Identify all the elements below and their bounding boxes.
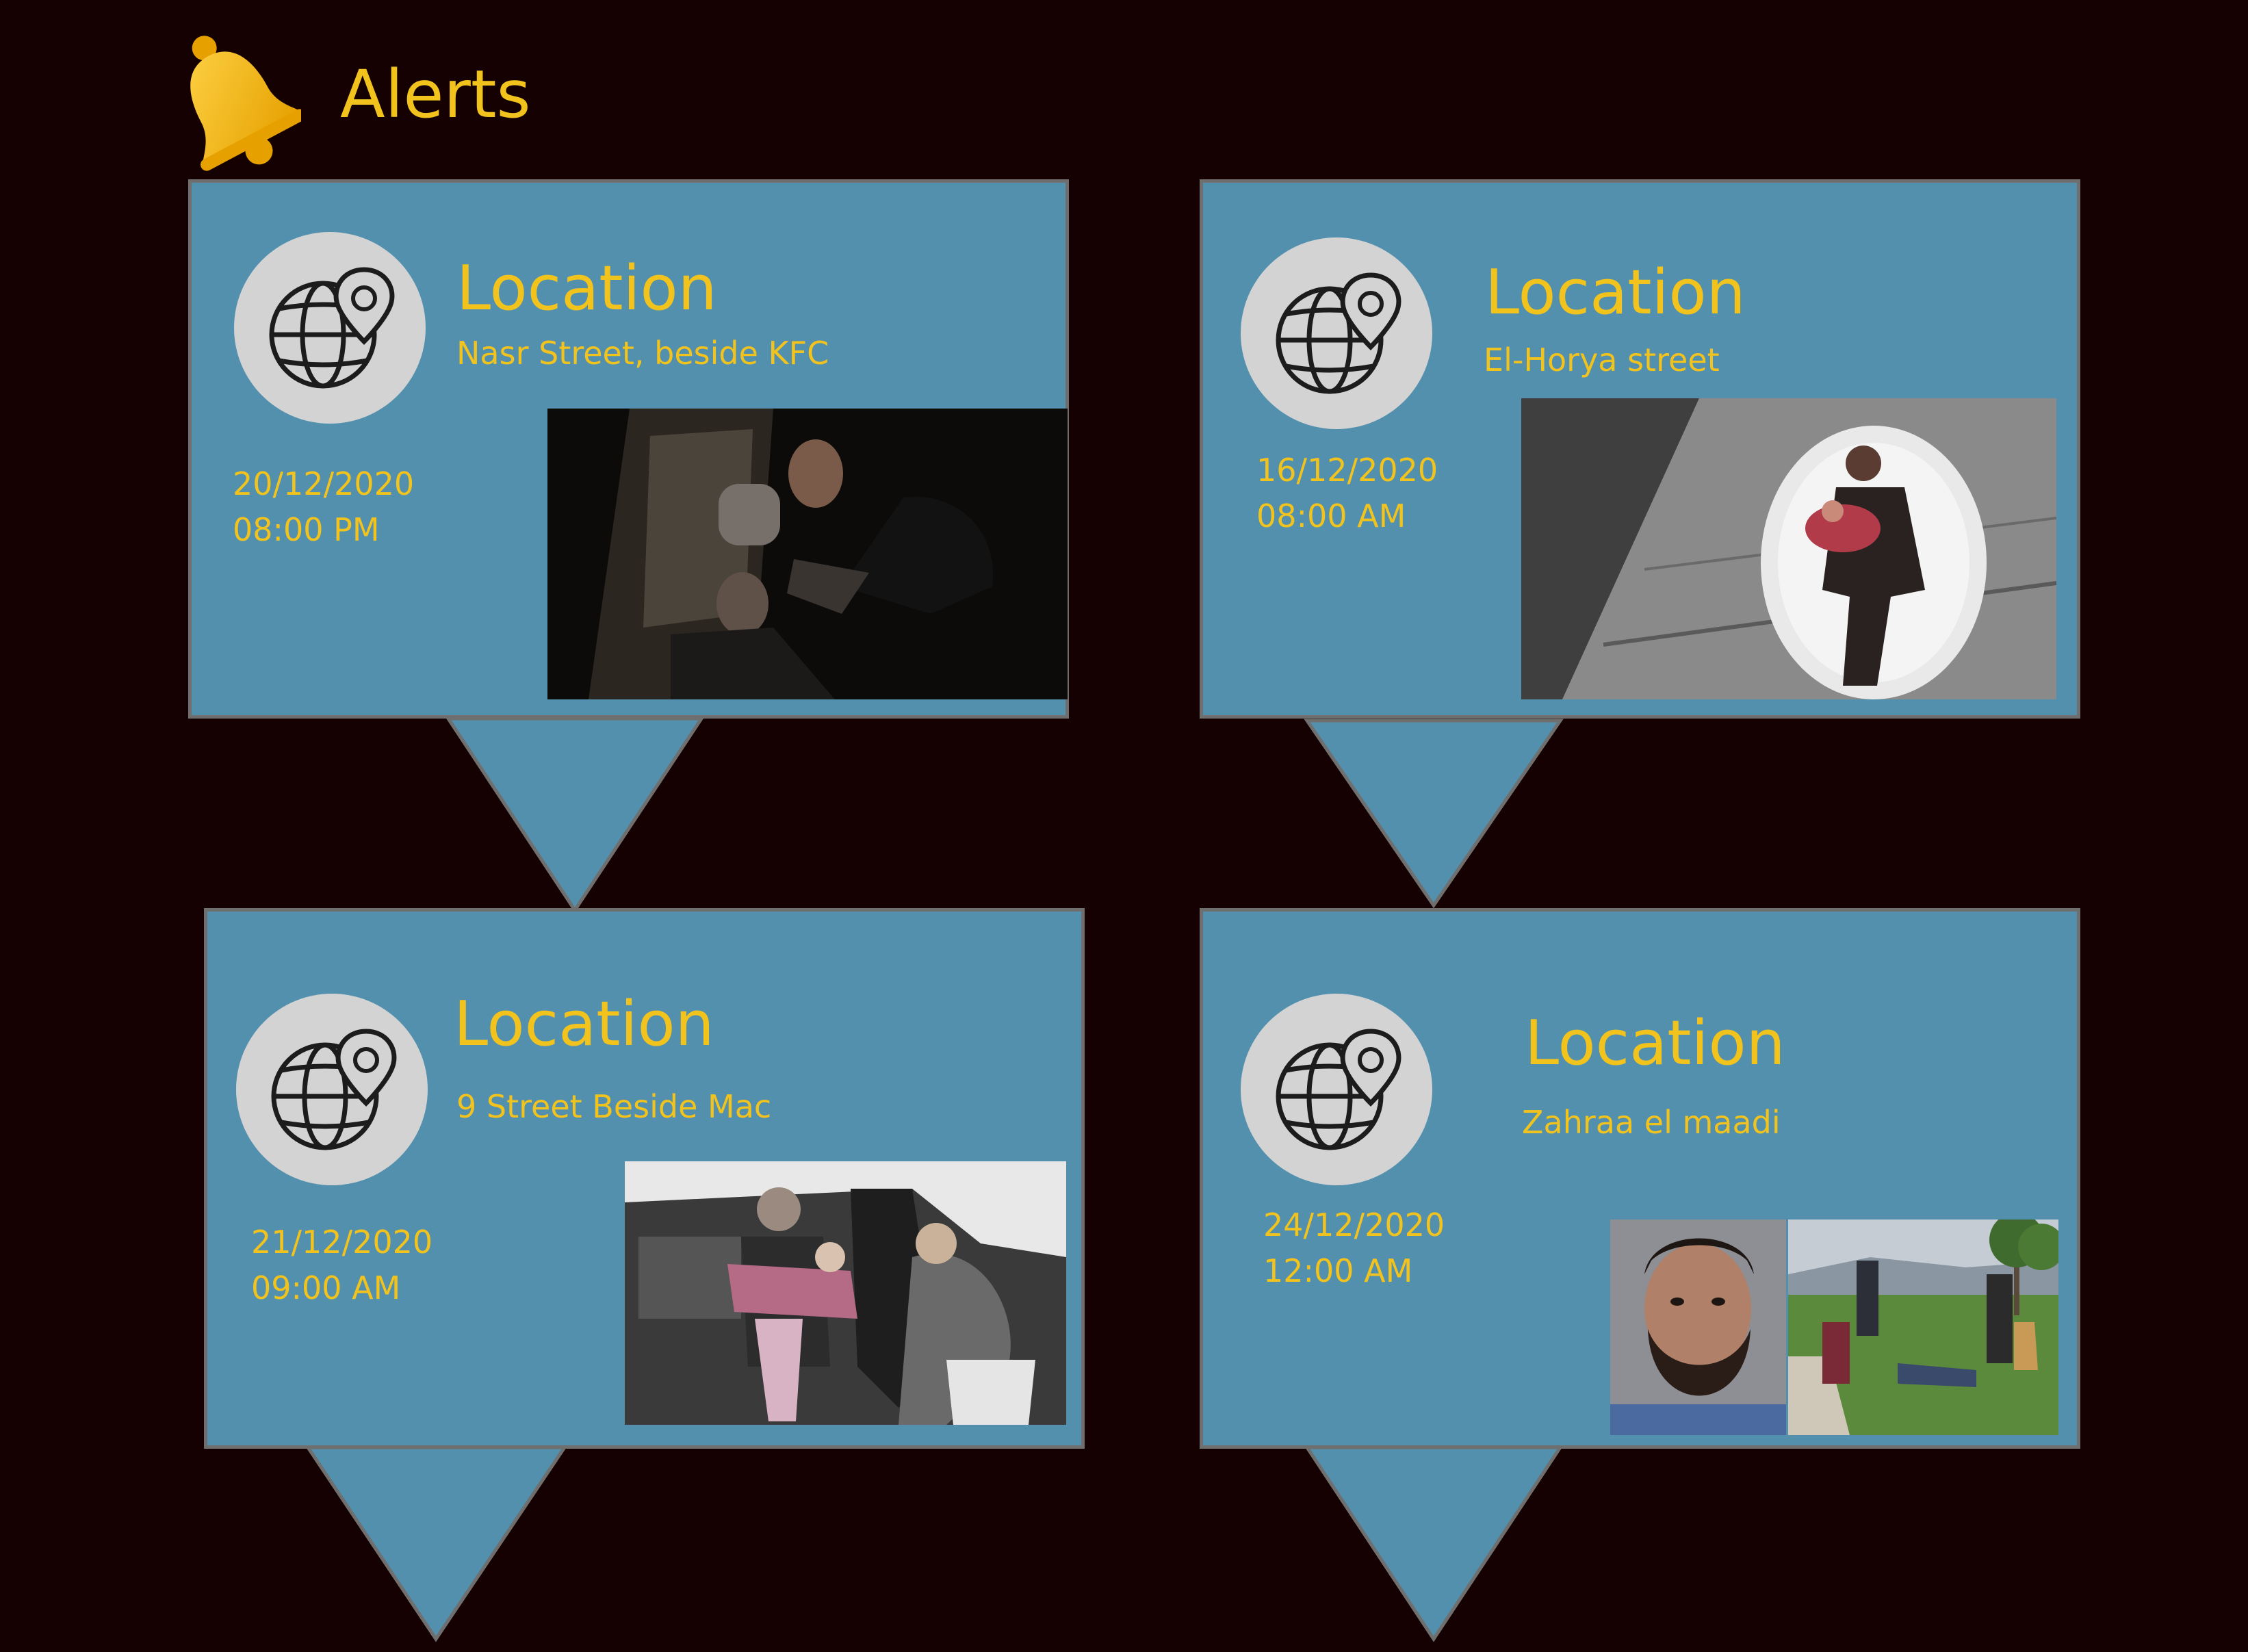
alert-card[interactable]: Location El-Horya street 16/12/2020 08:0… [1200, 179, 2080, 719]
alert-photo[interactable] [1610, 1219, 1786, 1435]
bell-icon [190, 35, 301, 171]
location-title: Location [454, 988, 714, 1060]
card-pointer [305, 1445, 568, 1642]
alert-time: 12:00 AM [1263, 1252, 1413, 1289]
app-header [164, 24, 301, 175]
alert-time: 08:00 AM [1256, 498, 1406, 534]
location-address: El-Horya street [1484, 341, 1720, 378]
alert-photo[interactable] [547, 409, 1068, 699]
alert-card[interactable]: Location Nasr Street, beside KFC 20/12/2… [188, 179, 1069, 719]
alert-card[interactable]: Location Zahraa el maadi 24/12/2020 12:0… [1200, 908, 2080, 1449]
alert-card[interactable]: Location 9 Street Beside Mac 21/12/2020 … [204, 908, 1085, 1449]
alert-photo[interactable] [1521, 398, 2056, 699]
globe-location-pin-icon [234, 232, 426, 424]
globe-location-pin-icon [1241, 237, 1432, 429]
alert-date: 24/12/2020 [1263, 1206, 1445, 1243]
alert-date: 16/12/2020 [1256, 452, 1438, 489]
alert-time: 08:00 PM [233, 511, 380, 548]
page-title: Alerts [340, 56, 531, 133]
alert-photo[interactable] [625, 1161, 1066, 1425]
alert-photo[interactable] [1788, 1219, 2058, 1435]
globe-location-pin-icon [1241, 994, 1432, 1185]
card-pointer [445, 717, 705, 914]
location-address: Zahraa el maadi [1522, 1104, 1781, 1141]
location-title: Location [456, 253, 717, 324]
location-title: Location [1525, 1007, 1785, 1079]
globe-location-pin-icon [236, 994, 428, 1185]
card-pointer [1304, 1445, 1564, 1642]
location-address: Nasr Street, beside KFC [456, 335, 829, 372]
alert-date: 20/12/2020 [233, 465, 415, 502]
location-address: 9 Street Beside Mac [456, 1088, 772, 1125]
card-pointer [1304, 719, 1564, 909]
location-title: Location [1485, 257, 1746, 328]
alert-time: 09:00 AM [251, 1269, 401, 1306]
alert-date: 21/12/2020 [251, 1224, 433, 1261]
